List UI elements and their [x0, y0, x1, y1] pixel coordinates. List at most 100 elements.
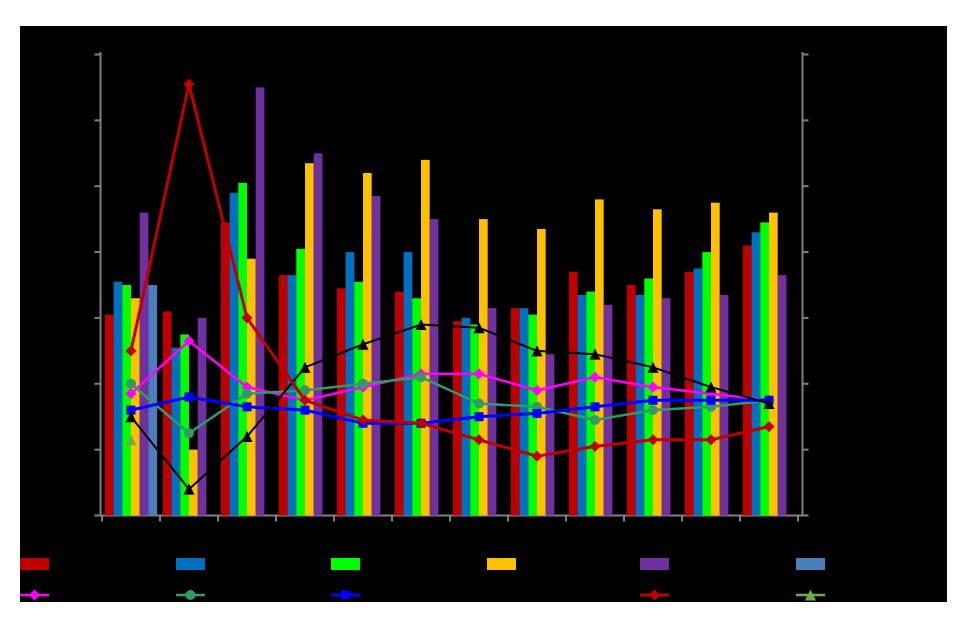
legend-blue-marker-square — [341, 590, 350, 600]
line-dark-red-cat7-marker-diamond — [473, 434, 485, 446]
bar-blue-cat4 — [287, 275, 297, 516]
line-black-cat5-marker-triangle — [357, 338, 369, 350]
bar-purple-cat2 — [197, 317, 207, 516]
line-blue-cat8-marker-square — [532, 408, 542, 418]
line-path-magenta — [130, 339, 770, 402]
bar-green-cat5 — [354, 281, 363, 516]
legend-swatch-line-light-green — [796, 589, 825, 601]
bar-green-cat6 — [412, 298, 421, 516]
bar-dark-red-cat6 — [394, 291, 404, 516]
line-sea-green-cat2-marker-circle — [184, 428, 194, 439]
legend-swatch-bar-orange — [487, 558, 516, 570]
bar-blue-cat5 — [345, 252, 355, 516]
bar-green-cat11 — [702, 252, 711, 516]
line-sea-green-cat3-marker-circle — [242, 388, 252, 399]
line-blue-cat9-marker-square — [590, 402, 600, 412]
legend-swatch-line-blue — [331, 590, 360, 600]
bar-purple-cat1 — [139, 212, 149, 516]
line-path-sea-green — [130, 375, 770, 435]
legend-swatch-bar-purple — [640, 558, 669, 570]
bar-orange-cat11 — [711, 202, 720, 516]
line-dark-red-cat9-marker-diamond — [589, 440, 601, 452]
line-dark-red-cat2-marker-diamond — [183, 78, 195, 90]
bar-orange-cat8 — [537, 229, 546, 516]
legend-swatch-line-dark-red — [640, 589, 669, 601]
line-magenta-cat9-marker-diamond — [589, 371, 601, 383]
legend-black-marker-triangle — [496, 589, 507, 601]
bar-dark-red-cat9 — [568, 271, 578, 516]
bar-orange-cat4 — [305, 163, 314, 516]
line-sea-green-cat7-marker-circle — [474, 398, 484, 409]
bar-dark-red-cat12 — [742, 245, 752, 516]
line-black-cat11-marker-triangle — [705, 381, 717, 393]
bar-orange-cat2 — [189, 449, 198, 516]
line-black-cat8-marker-triangle — [531, 345, 543, 357]
line-dark-red-cat12-marker-diamond — [763, 421, 775, 433]
bar-green-cat1 — [122, 285, 131, 516]
bar-blue-cat12 — [751, 232, 761, 516]
bar-orange-cat5 — [363, 173, 372, 516]
line-black-cat10-marker-triangle — [647, 361, 659, 373]
legend-magenta-marker-diamond — [29, 589, 40, 601]
line-black-cat12-marker-triangle — [763, 398, 775, 410]
legend-swatch-bar-cornflower-blue — [796, 558, 825, 570]
line-magenta-cat10-marker-diamond — [647, 381, 659, 393]
bar-purple-cat8 — [545, 354, 555, 516]
bar-blue-cat2 — [171, 347, 181, 516]
bar-dark-red-cat8 — [510, 308, 520, 516]
bar-purple-cat9 — [603, 304, 613, 516]
legend-swatch-line-black — [487, 589, 516, 601]
bar-purple-cat5 — [371, 196, 381, 516]
line-magenta-cat1-marker-diamond — [125, 388, 137, 400]
line-sea-green-cat6-marker-circle — [416, 372, 426, 383]
line-blue-cat4-marker-square — [300, 405, 310, 415]
bar-purple-cat4 — [313, 153, 323, 516]
legend-sea-green-marker-circle — [185, 590, 196, 600]
bar-dark-red-cat1 — [104, 314, 114, 516]
line-dark-red-cat1-marker-diamond — [125, 345, 137, 357]
bar-green-cat12 — [760, 222, 769, 516]
line-dark-red-cat6-marker-diamond — [415, 417, 427, 429]
line-black-cat4-marker-triangle — [299, 361, 311, 373]
legend-swatch-bar-green — [331, 558, 360, 570]
line-black-cat3-marker-triangle — [241, 430, 253, 442]
line-sea-green-cat9-marker-circle — [590, 415, 600, 426]
line-blue-cat10-marker-square — [648, 395, 658, 405]
line-sea-green-cat4-marker-circle — [300, 385, 310, 396]
line-path-black — [130, 323, 770, 491]
bar-green-cat3 — [238, 182, 247, 516]
line-black-cat1-marker-triangle — [125, 411, 137, 423]
bar-blue-cat9 — [577, 294, 587, 516]
bar-dark-red-cat11 — [684, 271, 694, 516]
line-magenta-cat8-marker-diamond — [531, 384, 543, 396]
bar-purple-cat10 — [661, 298, 671, 516]
line-series-light-green — [125, 434, 137, 446]
line-blue-cat3-marker-square — [242, 402, 252, 412]
bar-series-green — [122, 182, 769, 516]
bar-purple-cat3 — [255, 87, 265, 516]
line-path-blue — [130, 395, 769, 425]
bar-dark-red-cat10 — [626, 285, 636, 516]
line-magenta-cat7-marker-diamond — [473, 368, 485, 380]
line-dark-red-cat3-marker-diamond — [241, 312, 253, 324]
legend-swatch-bar-blue — [176, 558, 205, 570]
line-blue-cat2-marker-square — [184, 392, 194, 402]
bar-blue-cat8 — [519, 308, 529, 516]
line-blue-cat11-marker-square — [706, 395, 716, 405]
legend-swatch-bar-dark-red — [20, 558, 49, 570]
bar-blue-cat3 — [229, 192, 239, 516]
line-blue-cat1-marker-square — [126, 405, 136, 415]
line-magenta-cat2-marker-diamond — [183, 335, 195, 347]
bar-series-cornflower-blue — [148, 285, 158, 516]
bar-dark-red-cat5 — [336, 288, 346, 516]
bar-purple-cat7 — [487, 308, 497, 516]
bar-blue-cat1 — [113, 281, 123, 516]
bar-purple-cat12 — [777, 275, 787, 516]
line-dark-red-cat10-marker-diamond — [647, 434, 659, 446]
line-black-cat2-marker-triangle — [183, 483, 195, 495]
legend-swatch-line-sea-green — [176, 590, 205, 600]
legend — [20, 558, 825, 601]
line-sea-green-cat5-marker-circle — [358, 378, 368, 389]
line-black-cat9-marker-triangle — [589, 348, 601, 360]
